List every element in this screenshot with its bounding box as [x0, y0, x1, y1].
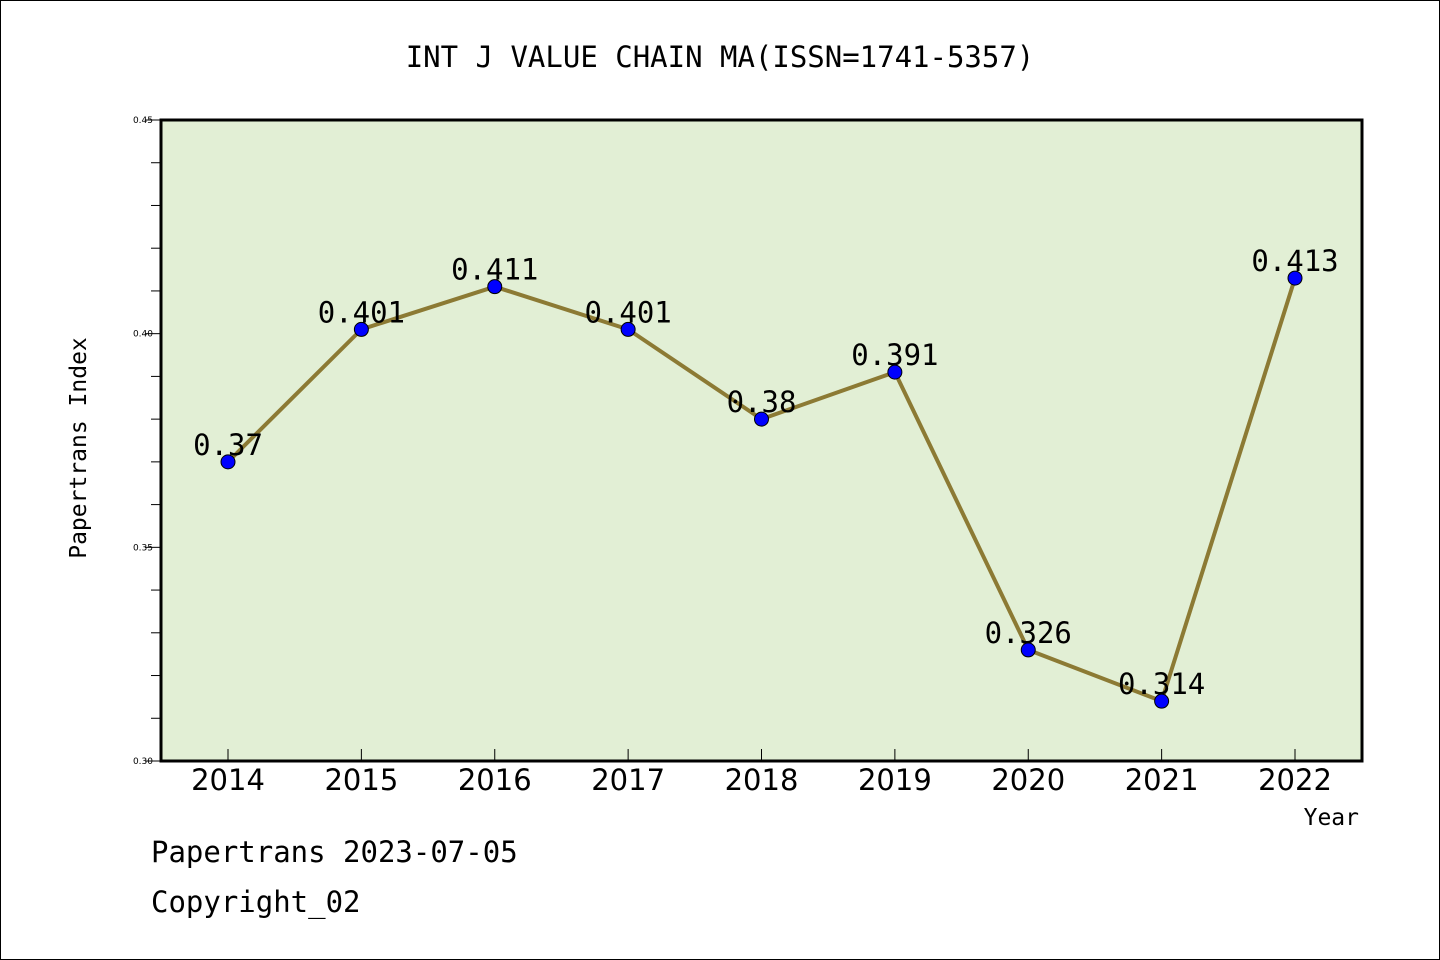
plot-area [159, 118, 1364, 763]
y-tick-label: 0.30 [133, 757, 153, 767]
y-tick-label: 0.45 [133, 116, 153, 126]
data-point [487, 279, 503, 295]
x-tick-label: 2020 [991, 763, 1065, 797]
x-tick-label: 2015 [324, 763, 398, 797]
data-label: 0.37 [193, 428, 263, 462]
data-label: 0.314 [1118, 667, 1205, 701]
data-point [220, 454, 236, 470]
data-point [1154, 693, 1170, 709]
x-tick-label: 2019 [858, 763, 932, 797]
data-label: 0.326 [985, 616, 1072, 650]
data-label: 0.391 [851, 338, 938, 372]
x-tick-label: 2021 [1125, 763, 1199, 797]
data-label: 0.413 [1251, 244, 1338, 278]
y-axis-label: Papertrans Index [66, 337, 92, 559]
y-axis: 0.30 0.35 0.40 0.45 [133, 116, 161, 767]
data-label: 0.38 [727, 385, 797, 419]
series-layer: 0.37 0.401 0.411 0.401 0.38 0.391 0.326 0.314 0.… [193, 244, 1339, 709]
footer-date: Papertrans 2023-07-05 [151, 835, 518, 869]
data-label: 0.411 [451, 253, 538, 287]
y-tick-label: 0.35 [133, 543, 153, 553]
data-label: 0.401 [318, 295, 405, 329]
x-tick-label: 2017 [591, 763, 665, 797]
footer-copyright: Copyright_02 [151, 885, 361, 919]
x-axis-label: Year [1304, 805, 1359, 831]
data-point [620, 321, 636, 337]
y-tick-label: 0.40 [133, 330, 153, 340]
x-tick-label: 2016 [458, 763, 532, 797]
chart-title: INT J VALUE CHAIN MA(ISSN=1741-5357) [406, 40, 1035, 74]
data-point [353, 321, 369, 337]
x-tick-label: 2018 [725, 763, 799, 797]
x-tick-label: 2014 [191, 763, 265, 797]
x-tick-label: 2022 [1258, 763, 1332, 797]
data-point [887, 364, 903, 380]
data-label: 0.401 [584, 295, 671, 329]
data-point [1020, 642, 1036, 658]
data-point [754, 411, 769, 427]
data-point [1287, 270, 1303, 286]
x-axis: 2014 2015 2016 2017 2018 2019 2020 2021 2022 [191, 749, 1332, 797]
